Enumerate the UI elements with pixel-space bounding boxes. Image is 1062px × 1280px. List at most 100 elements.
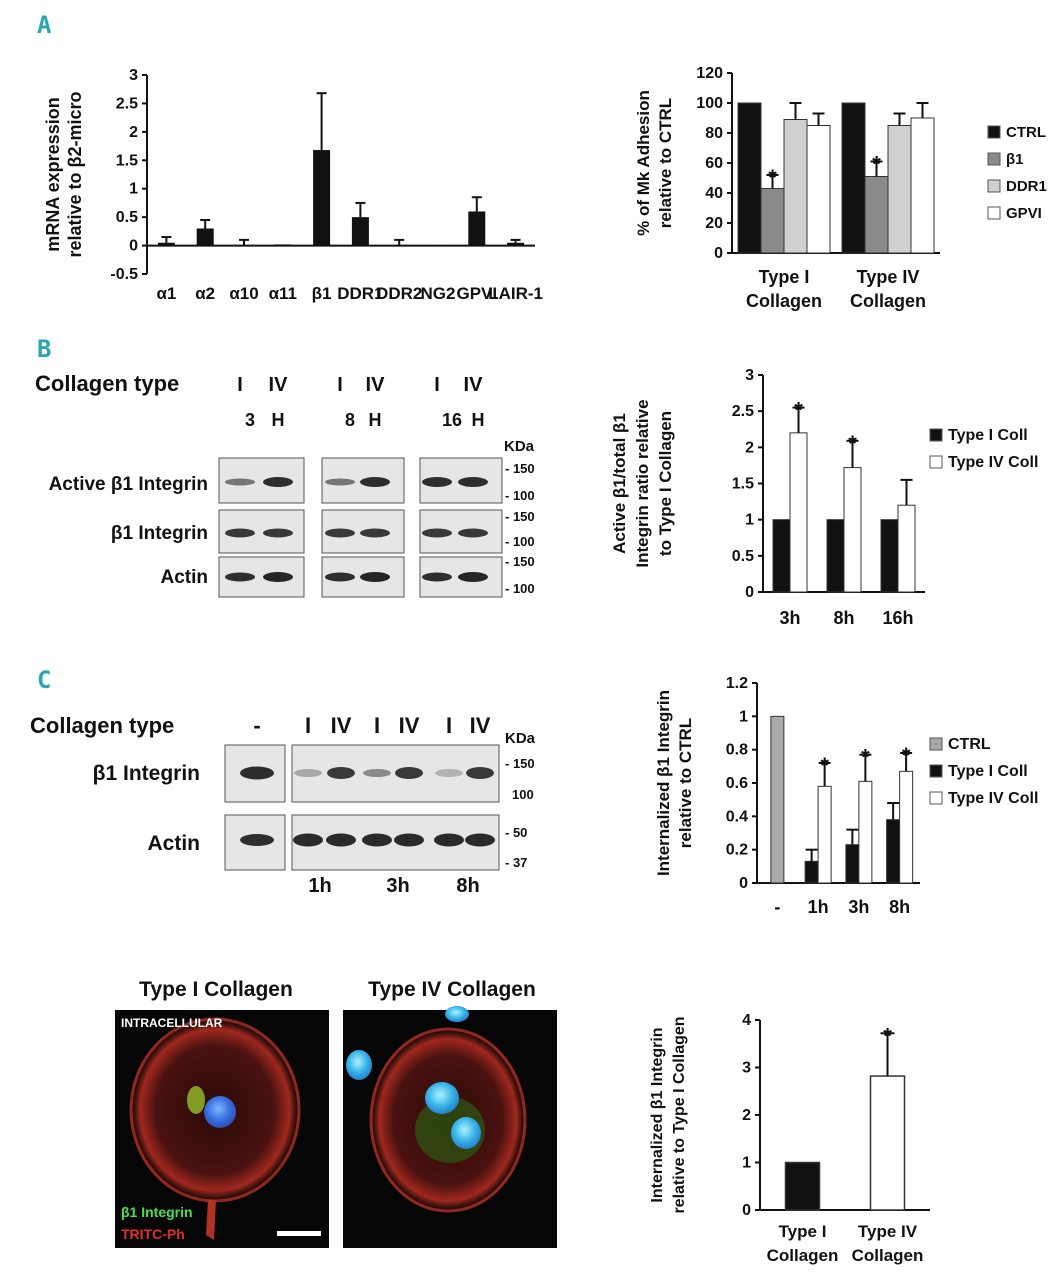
lane-label: IV (399, 713, 420, 738)
blot-band (325, 528, 355, 538)
legend-swatch (929, 764, 943, 778)
significance-star: * (794, 398, 803, 423)
lane-label: IV (331, 713, 352, 738)
time-label: 3 (245, 410, 255, 430)
blot-band (263, 477, 293, 487)
row-label-actin-c: Actin (148, 832, 201, 855)
y-tick-label: 3 (742, 1060, 751, 1077)
legend-label: β1 (1006, 151, 1024, 168)
marker-label: - 150 (505, 756, 535, 771)
bar (899, 770, 914, 884)
cell-protrusion (206, 1200, 216, 1240)
y-axis-label: to Type I Collagen (656, 411, 675, 556)
microscopy-panel: Type I Collagen Type IV Collagen INTRACE… (115, 978, 557, 1248)
y-axis-label: Active β1/total β1 (610, 413, 629, 554)
lane-label: IV (464, 374, 484, 396)
y-tick-label: 1 (745, 512, 754, 529)
blot-band (435, 769, 463, 777)
chart-internalized-vs-type1: 0 1 2 3 4 Internalized β1 Integrin relative to… (649, 1012, 930, 1265)
blot-band (434, 833, 464, 847)
kda-label: KDa (505, 730, 536, 747)
y-tick-label: 0.6 (726, 775, 748, 792)
marker-label: - 100 (505, 581, 535, 596)
stain-label-red: TRITC-Ph (121, 1226, 185, 1242)
blot-band (294, 769, 322, 777)
kda-label: KDa (504, 438, 535, 455)
legend-swatch (987, 206, 1001, 220)
y-tick-label: 0.4 (726, 808, 748, 825)
bar (235, 245, 253, 247)
significance-star: * (820, 753, 829, 778)
lane-label: IV (366, 374, 386, 396)
bar (783, 119, 808, 254)
marker-label: - 50 (505, 825, 527, 840)
bar (887, 125, 912, 254)
legend-label: CTRL (1006, 124, 1046, 141)
y-tick-label: 2.5 (732, 403, 754, 420)
bar (845, 844, 860, 884)
lane-label: IV (269, 374, 289, 396)
y-tick-label: 1.5 (732, 476, 754, 493)
lane-label: I (305, 713, 311, 738)
legend-label: DDR1 (1006, 178, 1047, 195)
time-label: 1h (308, 875, 331, 897)
y-tick-label: 80 (705, 125, 723, 142)
y-tick-label: 120 (696, 65, 723, 82)
bar (390, 245, 408, 247)
stain-label-green: β1 Integrin (121, 1204, 193, 1220)
marker-label: - 150 (505, 554, 535, 569)
micro-title-type1: Type I Collagen (139, 978, 293, 1001)
marker-label: - 150 (505, 461, 535, 476)
blot-band (394, 833, 424, 847)
bar (196, 228, 214, 246)
lane-label: I (237, 374, 243, 396)
lane-label: I (434, 374, 440, 396)
bar (817, 785, 832, 884)
blot-band (240, 834, 274, 846)
chart-mk-adhesion: 0 20 40 60 80 100 120 % of Mk Adhesion relative … (634, 65, 1047, 311)
y-tick-label: 0 (739, 875, 748, 892)
blot-band (325, 572, 355, 582)
time-label: 8h (456, 875, 479, 897)
blot-band (360, 477, 390, 487)
y-tick-label: 0.5 (116, 209, 138, 226)
nucleus (451, 1117, 481, 1149)
significance-star: * (902, 743, 911, 768)
western-blot-b: Collagen type I IV I IV I IV 3 H 8 H 16 … (35, 371, 535, 598)
x-tick-label: Collagen (767, 1246, 839, 1265)
blot-band (225, 528, 255, 538)
nucleus (445, 1006, 469, 1022)
scale-bar (277, 1231, 321, 1236)
blot-band (362, 833, 392, 847)
x-tick-label: Collagen (852, 1246, 924, 1265)
bar (864, 176, 889, 254)
x-tick-label: α1 (156, 284, 176, 303)
marker-label: 100 (512, 787, 534, 802)
marker-label: - 150 (505, 509, 535, 524)
y-tick-label: 3 (745, 367, 754, 384)
bar (897, 504, 916, 593)
collagen-type-label-b: Collagen type (35, 371, 179, 396)
y-axis-label: relative to CTRL (676, 718, 695, 848)
y-tick-label: 2 (745, 439, 754, 456)
bar (843, 467, 862, 593)
chart-active-integrin-ratio: 0 0.5 1 1.5 2 2.5 3 Active β1/total β1 Integrin … (610, 367, 1038, 628)
legend-label: GPVI (1006, 205, 1042, 222)
marker-label: - 100 (505, 488, 535, 503)
bar (886, 819, 901, 884)
row-label-integrin: β1 Integrin (111, 523, 208, 544)
blot-band (225, 478, 255, 486)
x-tick-label: 16h (882, 608, 913, 628)
legend-swatch (929, 428, 943, 442)
lane-label: IV (470, 713, 491, 738)
y-tick-label: 0.5 (732, 548, 754, 565)
bar (910, 117, 935, 254)
x-tick-label: Type IV (858, 1222, 918, 1241)
row-label-integrin-c: β1 Integrin (93, 762, 200, 785)
panel-label-a: A (37, 11, 52, 39)
legend-label: Type I Coll (948, 427, 1028, 444)
x-tick-label: 8h (889, 897, 910, 917)
bar (429, 245, 447, 247)
bar (274, 244, 292, 246)
x-tick-label: Type I (779, 1222, 827, 1241)
